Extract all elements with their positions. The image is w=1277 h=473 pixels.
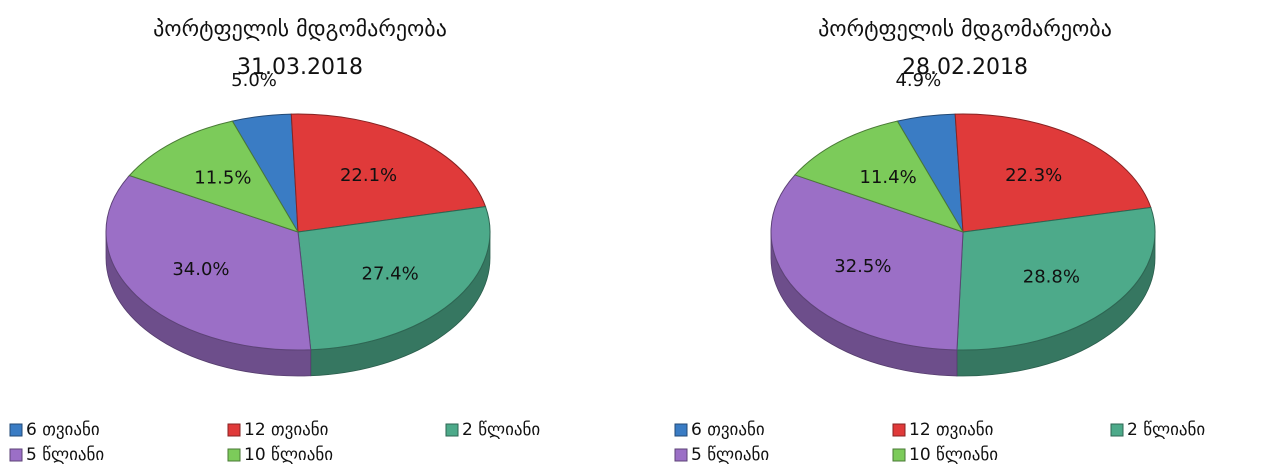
data-label: 11.5% <box>194 167 251 188</box>
legend-swatch <box>227 423 241 437</box>
chart-title: პორტფელის მდგომარეობა <box>153 17 447 42</box>
legend-label: 5 წლიანი <box>26 445 104 465</box>
data-label: 34.0% <box>172 259 229 280</box>
legend-swatch <box>445 423 459 437</box>
legend-swatch <box>1110 423 1124 437</box>
legend-label: 5 წლიანი <box>691 445 769 465</box>
pie-slice <box>954 113 1152 233</box>
pie-slice <box>770 174 964 351</box>
pie-slice <box>956 206 1156 351</box>
legend-swatch <box>674 423 688 437</box>
legend-label: 2 წლიანი <box>462 420 540 440</box>
pie-tops <box>770 113 1156 351</box>
legend-label: 10 წლიანი <box>244 445 333 465</box>
data-label: 22.3% <box>1005 165 1062 186</box>
chart-subtitle: 28.02.2018 <box>902 55 1028 80</box>
data-label: 22.1% <box>340 165 397 186</box>
legend-label: 6 თვიანი <box>26 420 100 440</box>
legend-swatch <box>892 448 906 462</box>
legend-swatch <box>9 423 23 437</box>
data-label: 4.9% <box>895 70 941 91</box>
data-label: 27.4% <box>362 263 419 284</box>
data-label: 32.5% <box>834 256 891 277</box>
chart-title: პორტფელის მდგომარეობა <box>818 17 1112 42</box>
data-label: 11.4% <box>860 167 917 188</box>
pie-slice <box>297 206 491 351</box>
legend-swatch <box>9 448 23 462</box>
legend-label: 6 თვიანი <box>691 420 765 440</box>
legend-label: 2 წლიანი <box>1127 420 1205 440</box>
data-label: 5.0% <box>231 70 277 91</box>
legend-swatch <box>674 448 688 462</box>
pie-tops <box>105 113 491 351</box>
pie-slice <box>290 113 487 233</box>
pie-slice <box>794 120 965 233</box>
legend-swatch <box>227 448 241 462</box>
pie-slice <box>128 120 300 233</box>
legend-swatch <box>892 423 906 437</box>
legend-label: 12 თვიანი <box>244 420 328 440</box>
chart-subtitle: 31.03.2018 <box>237 55 363 80</box>
data-label: 28.8% <box>1023 266 1080 287</box>
legend-label: 12 თვიანი <box>909 420 993 440</box>
legend-label: 10 წლიანი <box>909 445 998 465</box>
